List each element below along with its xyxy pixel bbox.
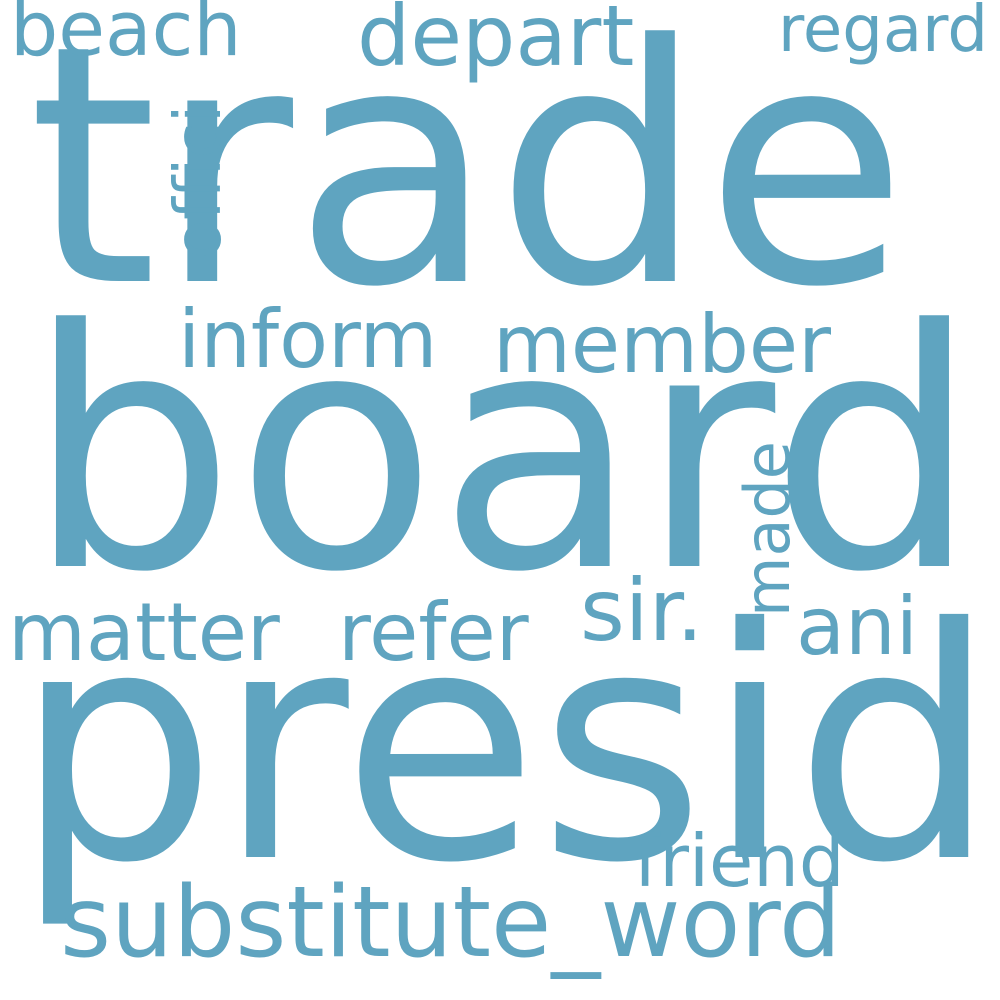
word-ani: ani (796, 580, 918, 673)
word-sir: sir. (580, 561, 704, 661)
word-matter: matter (8, 586, 280, 679)
word-inform: inform (178, 293, 438, 386)
word-member: member (493, 298, 831, 391)
word-beach: beach (10, 0, 242, 73)
word-presid: presid (14, 561, 998, 933)
word-trade: trade (28, 0, 908, 359)
word-substitute-word: substitute_word (60, 866, 842, 980)
word-board: board (26, 260, 979, 644)
word-depart: depart (357, 0, 635, 85)
word-regard: regard (778, 0, 988, 67)
word-friend: friend (634, 819, 845, 903)
word-refer: refer (338, 586, 529, 679)
word-offici: offici (162, 105, 236, 259)
word-made: made (730, 441, 804, 617)
